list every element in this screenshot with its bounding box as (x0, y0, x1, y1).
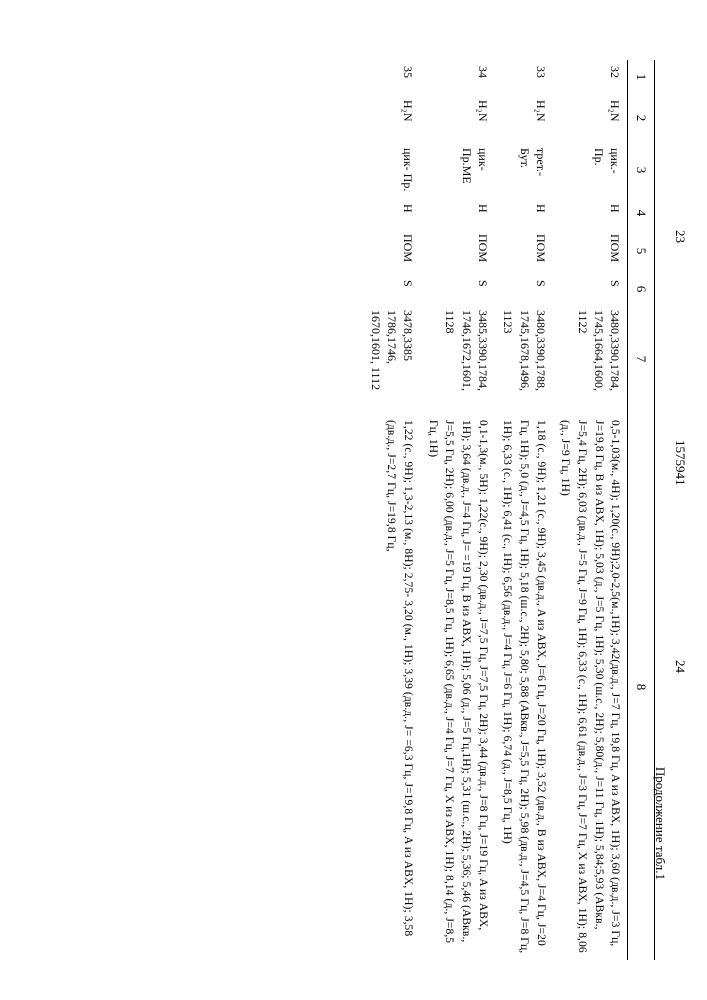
col-pom: ПОМ (420, 228, 495, 274)
col-s: S (495, 274, 553, 304)
col-nmr: 1,22 (с., 9H); 1,3-2,13 (м., 8H); 2,75- … (364, 414, 421, 960)
col-nmr: 0,1-1,3(м., 5H); 1,22(с., 9H); 2,30 (дв.… (420, 414, 495, 960)
table-row: 34H₂Nцик- Пр.MEHПОМS3485,3390,1784, 1746… (420, 60, 495, 960)
col-h: H (553, 198, 628, 228)
col-nmr: 0,5-1,03(м., 4H); 1,20(с., 9H);2,0-2,5(м… (553, 414, 628, 960)
col-ir: 3480,3390,1788, 1745,1678,1496, 1123 (495, 304, 553, 414)
col-group: цик.- Пр. (553, 142, 628, 198)
col-pom: ПОМ (553, 228, 628, 274)
col-h: H (495, 198, 553, 228)
col-ir: 3478,3385 1786,1746, 1670,1601, 1112 (364, 304, 421, 414)
col-5: 5 (628, 228, 655, 274)
col-h2n: H₂N (364, 94, 421, 142)
col-s: S (420, 274, 495, 304)
col-s: S (364, 274, 421, 304)
col-group: трет.- Бут. (495, 142, 553, 198)
col-pom: ПОМ (364, 228, 421, 274)
col-1: 1 (628, 60, 655, 94)
col-7: 7 (628, 304, 655, 414)
col-4: 4 (628, 198, 655, 228)
col-ir: 3480,3390,1784, 1745,1664,1600, 1122 (553, 304, 628, 414)
row-num: 34 (420, 60, 495, 94)
col-3: 3 (628, 142, 655, 198)
col-h2n: H₂N (553, 94, 628, 142)
row-num: 33 (495, 60, 553, 94)
col-nmr: 1,18 (с., 9H); 1,21 (с., 9H); 3,45 (дв.д… (495, 414, 553, 960)
table-row: 35H₂Nцик- Пр.HПОМS3478,3385 1786,1746, 1… (364, 60, 421, 960)
table-row: 32H₂Nцик.- Пр.HПОМS3480,3390,1784, 1745,… (553, 60, 628, 960)
col-s: S (553, 274, 628, 304)
row-num: 35 (364, 60, 421, 94)
col-2: 2 (628, 94, 655, 142)
data-table: 1 2 3 4 5 6 7 8 32H₂Nцик.- Пр.HПОМS3480,… (364, 60, 656, 960)
col-pom: ПОМ (495, 228, 553, 274)
col-8: 8 (628, 414, 655, 960)
table-row: 33H₂Nтрет.- Бут.HПОМS3480,3390,1788, 174… (495, 60, 553, 960)
col-h2n: H₂N (420, 94, 495, 142)
doc-number: 1575941 (671, 440, 689, 486)
col-h: H (420, 198, 495, 228)
col-6: 6 (628, 274, 655, 304)
page-num-right: 24 (671, 660, 689, 673)
col-group: цик- Пр. (364, 142, 421, 198)
table-header-row: 1 2 3 4 5 6 7 8 (628, 60, 655, 960)
col-h2n: H₂N (495, 94, 553, 142)
col-h: H (364, 198, 421, 228)
col-group: цик- Пр.ME (420, 142, 495, 198)
col-ir: 3485,3390,1784, 1746,1672,1601, 1128 (420, 304, 495, 414)
page-num-left: 23 (671, 230, 689, 243)
row-num: 32 (553, 60, 628, 94)
